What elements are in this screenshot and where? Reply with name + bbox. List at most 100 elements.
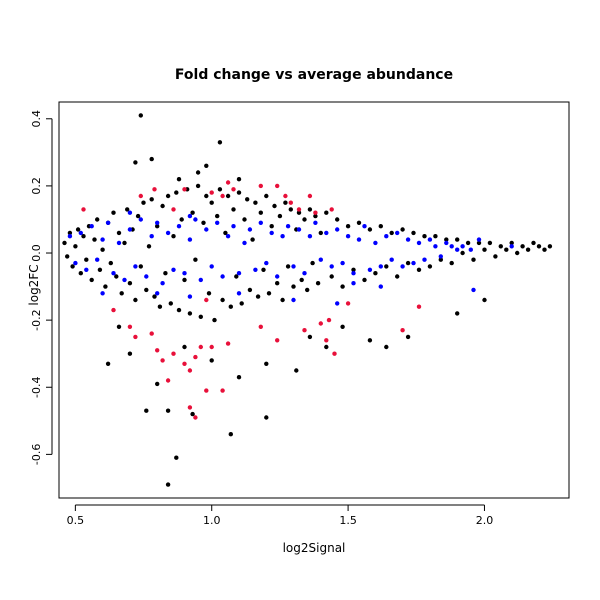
point-black-92	[313, 213, 318, 219]
point-blue-47	[324, 230, 329, 236]
point-blue-19	[171, 267, 176, 272]
point-red-21	[155, 348, 160, 353]
point-blue-40	[285, 224, 291, 229]
point-blue-86	[351, 281, 356, 286]
point-blue-78	[291, 297, 296, 303]
point-black-40	[171, 234, 176, 239]
point-black-97	[335, 217, 340, 222]
point-black-18	[111, 210, 116, 215]
point-blue-77	[236, 291, 242, 296]
point-blue-64	[416, 240, 422, 246]
point-blue-62	[405, 237, 411, 242]
point-red-30	[165, 378, 171, 383]
point-black-8	[84, 257, 89, 262]
point-black-118	[449, 260, 454, 266]
y-tick-label-4: 0.2	[30, 177, 43, 195]
point-black-72	[258, 210, 263, 215]
point-blue-26	[209, 264, 214, 269]
point-black-89	[305, 287, 310, 293]
point-black-133	[531, 240, 536, 246]
point-red-28	[204, 388, 209, 393]
point-black-17	[108, 260, 114, 266]
point-blue-49	[335, 227, 340, 232]
point-black-34	[155, 224, 160, 229]
point-blue-39	[280, 234, 285, 239]
point-black-150	[174, 455, 179, 460]
point-black-100	[351, 267, 356, 272]
point-red-13	[296, 207, 302, 212]
point-black-75	[266, 291, 272, 296]
point-black-55	[212, 317, 217, 323]
point-black-141	[204, 163, 209, 168]
point-black-94	[318, 230, 323, 236]
point-black-140	[133, 160, 138, 165]
point-blue-68	[438, 254, 443, 259]
point-black-42	[176, 307, 182, 313]
x-tick-label-0: 0.5	[67, 514, 85, 527]
point-black-51	[201, 220, 206, 225]
point-black-82	[285, 264, 291, 269]
y-axis-label: log2FC	[27, 264, 41, 305]
point-black-131	[520, 244, 525, 249]
point-black-124	[482, 247, 487, 252]
point-black-95	[324, 210, 329, 215]
point-blue-83	[476, 237, 482, 242]
point-black-19	[114, 274, 119, 279]
point-black-32	[149, 197, 154, 202]
point-black-39	[168, 301, 173, 306]
point-black-7	[81, 234, 86, 239]
point-black-114	[427, 264, 433, 269]
point-blue-0	[67, 234, 73, 239]
point-blue-60	[395, 230, 400, 236]
point-red-23	[171, 351, 176, 356]
point-black-1	[65, 254, 70, 259]
point-black-84	[291, 284, 296, 289]
point-black-148	[190, 411, 195, 417]
point-blue-71	[455, 247, 460, 252]
point-blue-33	[247, 227, 253, 232]
point-black-86	[296, 210, 302, 215]
point-black-149	[264, 415, 269, 420]
point-red-0	[81, 207, 86, 212]
x-tick-label-2: 1.5	[339, 514, 357, 527]
point-black-50	[198, 314, 203, 319]
point-black-165	[482, 297, 487, 303]
point-black-164	[455, 311, 460, 316]
point-black-6	[78, 271, 84, 276]
point-black-81	[283, 200, 288, 205]
point-blue-14	[144, 274, 149, 279]
point-red-33	[209, 344, 214, 350]
point-blue-7	[105, 220, 111, 225]
point-black-163	[405, 334, 411, 340]
point-black-90	[307, 207, 313, 212]
point-blue-17	[160, 281, 165, 286]
chart-title: Fold change vs average abundance	[175, 67, 453, 83]
point-black-33	[152, 294, 157, 299]
point-black-49	[195, 183, 201, 189]
point-black-78	[275, 281, 280, 286]
point-blue-42	[296, 227, 302, 232]
point-red-20	[149, 331, 154, 336]
point-black-88	[302, 217, 307, 222]
point-black-129	[509, 240, 514, 246]
point-black-111	[411, 230, 416, 236]
x-axis-label: log2Signal	[283, 541, 346, 555]
point-black-22	[122, 240, 127, 246]
point-red-11	[283, 193, 288, 199]
point-black-77	[272, 203, 277, 209]
point-black-57	[217, 187, 223, 192]
point-black-125	[487, 240, 493, 246]
point-black-127	[498, 244, 503, 249]
point-black-54	[209, 200, 214, 205]
point-red-7	[231, 187, 236, 192]
point-black-101	[356, 220, 362, 225]
point-blue-18	[165, 230, 171, 236]
point-black-155	[182, 344, 187, 350]
point-black-113	[422, 234, 427, 239]
point-black-58	[220, 297, 225, 303]
point-black-122	[471, 257, 476, 262]
point-blue-10	[122, 277, 127, 283]
point-black-115	[433, 234, 438, 239]
point-black-98	[340, 284, 345, 289]
point-blue-25	[204, 227, 209, 232]
